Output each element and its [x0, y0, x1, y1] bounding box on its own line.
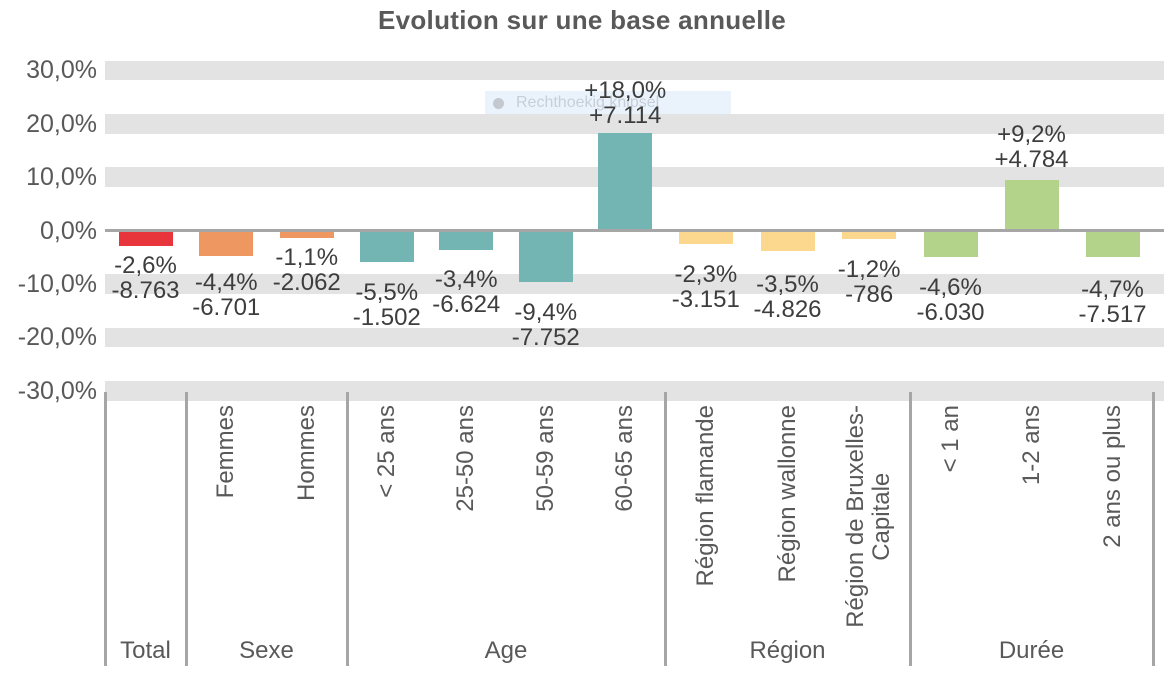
bar-pct-value: -4,7%	[1081, 276, 1144, 303]
group-label-région: Région	[749, 637, 826, 664]
bar-femmes	[199, 232, 254, 256]
category-separator	[184, 392, 188, 666]
bar-value-label: -4,4% -6.701	[151, 270, 301, 320]
bar-pct-value: -9,4%	[514, 299, 578, 326]
bar-abs-value: -6.030	[916, 299, 985, 326]
bar-value-label: +18,0% +7.114	[550, 78, 700, 128]
bar-abs-value: -1.502	[352, 304, 421, 331]
bar-pct-value: +9,2%	[997, 121, 1066, 148]
group-label-age: Age	[484, 637, 528, 664]
bar-pct-value: -2,6%	[114, 252, 177, 279]
bar-pct-value: -1,1%	[275, 244, 339, 271]
bar-value-label: -2,6% -8.763	[71, 253, 221, 303]
bar-abs-value: -4.826	[753, 296, 822, 323]
gridline-band	[105, 114, 1164, 134]
bar-pct-value: -3,5%	[756, 271, 819, 298]
category-label: Région flamande	[691, 405, 719, 587]
y-axis-tick-label: 10,0%	[26, 163, 97, 192]
category-label: 25-50 ans	[452, 405, 480, 512]
bar-pct-value: -2,3%	[674, 261, 738, 288]
group-label-durée: Durée	[998, 637, 1065, 664]
bar-value-label: -1,1% -2.062	[232, 245, 382, 295]
bar-abs-value: +7.114	[589, 102, 662, 129]
bar-pct-value: -3,4%	[434, 266, 498, 293]
category-label: 50-59 ans	[531, 405, 559, 512]
bar-abs-value: -8.763	[111, 277, 180, 304]
snip-mode-dot-icon	[493, 98, 504, 109]
bar-région-de-bruxelles--capitale	[842, 232, 897, 239]
bar-25-50-ans	[439, 232, 494, 251]
bar-60-65-ans	[598, 132, 653, 229]
bar-pct-value: -1,2%	[837, 256, 901, 283]
category-label: 1-2 ans	[1017, 405, 1045, 486]
bar-value-label: -2,3% -3.151	[631, 262, 781, 312]
category-label: 2 ans ou plus	[1098, 405, 1126, 548]
bar-pct-value: -4,4%	[194, 269, 258, 296]
category-separator	[103, 392, 107, 666]
bar-value-label: -5,5% -1.502	[312, 280, 462, 330]
bar-total	[118, 232, 173, 247]
snipping-tool-tooltip[interactable]: Rechthoekig knipsel	[485, 91, 731, 116]
bar-value-label: -4,6% -6.030	[876, 275, 1026, 325]
bar-value-label: -9,4% -7.752	[471, 300, 621, 350]
bar-pct-value: +18,0%	[584, 77, 667, 104]
bar-hommes	[279, 232, 334, 239]
bar-value-label: -1,2% -786	[794, 257, 944, 307]
bar-région-wallonne	[760, 232, 815, 251]
category-label: < 1 an	[936, 405, 964, 473]
gridline-band	[105, 60, 1164, 81]
bar-50-59-ans	[518, 232, 573, 283]
bar-abs-value: -6.624	[432, 291, 501, 318]
category-label: Région de Bruxelles- Capitale	[842, 405, 896, 628]
bar-value-label: -3,4% -6.624	[391, 267, 541, 317]
gridline-band	[105, 381, 1164, 401]
bar-abs-value: -6.701	[192, 294, 261, 321]
bar-pct-value: -5,5%	[355, 279, 419, 306]
bar-2-ans-ou-plus	[1085, 232, 1140, 258]
gridline-band	[105, 327, 1164, 348]
y-axis-tick-label: 30,0%	[26, 56, 97, 85]
gridline-band	[105, 274, 1164, 294]
bar-value-label: -3,5% -4.826	[713, 272, 863, 322]
bar-<-1-an	[923, 232, 978, 257]
y-axis-tick-label: -20,0%	[17, 323, 97, 352]
bar-abs-value: -786	[845, 281, 894, 308]
bar-abs-value: -3.151	[671, 286, 740, 313]
category-separator	[1151, 392, 1155, 666]
category-separator	[908, 392, 912, 666]
group-label-total: Total	[120, 637, 171, 664]
y-axis-tick-label: -10,0%	[17, 270, 97, 298]
bar-<-25-ans	[359, 232, 414, 262]
bar-abs-value: +4.784	[994, 146, 1069, 173]
y-axis-tick-label: -30,0%	[17, 376, 97, 405]
bar-abs-value: -7.752	[511, 324, 580, 351]
bar-value-label: +9,2% +4.784	[957, 122, 1107, 172]
zero-axis-line	[105, 229, 1164, 233]
bar-abs-value: -2.062	[272, 269, 341, 296]
category-label: Hommes	[292, 405, 320, 502]
y-axis-tick-label: 0,0%	[40, 216, 97, 245]
bar-value-label: -4,7% -7.517	[1038, 277, 1164, 327]
y-axis-tick-label: 20,0%	[26, 109, 97, 138]
bar-1-2-ans	[1004, 179, 1059, 229]
category-label: Région wallonne	[773, 405, 801, 583]
category-label: Femmes	[212, 405, 240, 499]
group-label-sexe: Sexe	[239, 637, 294, 664]
bar-région-flamande	[678, 232, 733, 245]
bar-pct-value: -4,6%	[919, 274, 982, 301]
category-separator	[345, 392, 349, 666]
snip-tooltip-label: Rechthoekig knipsel	[516, 94, 660, 111]
bar-abs-value: -7.517	[1078, 301, 1147, 328]
chart-title: Evolution sur une base annuelle	[377, 5, 787, 35]
category-separator	[663, 392, 667, 666]
category-label: 60-65 ans	[611, 405, 639, 512]
category-label: < 25 ans	[372, 405, 400, 498]
